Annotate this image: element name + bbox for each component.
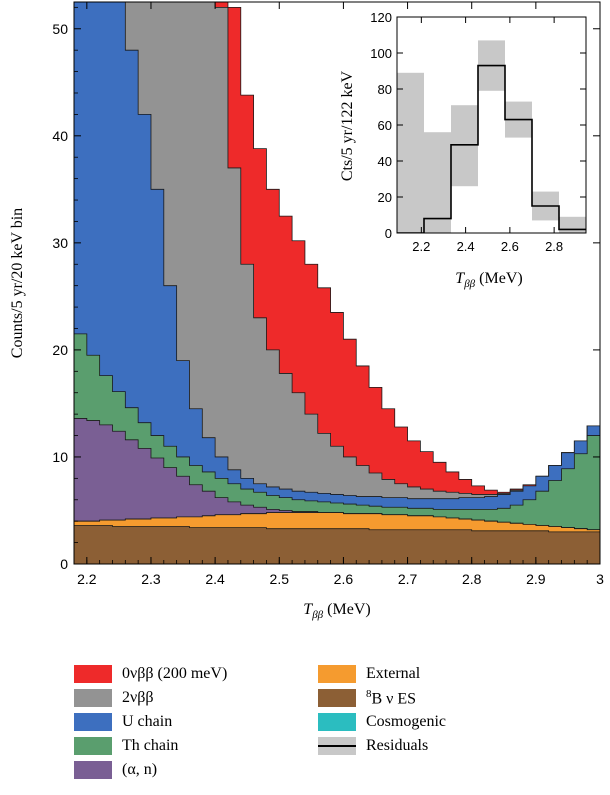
inset-y-axis-title: Cts/5 yr/122 keV xyxy=(339,70,356,181)
inset-chart: 2.2 2.4 2.6 2.8 0 20 40 60 80 100 120 xyxy=(370,10,587,254)
inset-axes: 2.2 2.4 2.6 2.8 0 20 40 60 80 100 120 xyxy=(370,10,586,254)
legend-swatch xyxy=(318,737,356,755)
legend-label: Cosmogenic xyxy=(366,713,446,730)
legend-swatch xyxy=(74,689,112,707)
legend-swatch xyxy=(318,689,356,707)
y-tick-label: 50 xyxy=(52,21,68,37)
main-plot-series xyxy=(74,2,600,564)
residual-band xyxy=(397,72,424,233)
legend-label: U chain xyxy=(122,713,173,730)
legend-swatch xyxy=(318,665,356,683)
legend-item: Residuals xyxy=(318,735,428,757)
x-tick-label: 2.8 xyxy=(462,571,482,587)
inset-y-tick-label: 60 xyxy=(378,118,392,133)
inset-x-axis-title: Tββ (MeV) xyxy=(455,270,522,290)
legend-item: U chain xyxy=(74,711,172,733)
inset-x-tick-label: 2.2 xyxy=(412,239,430,254)
inset-y-tick-label: 0 xyxy=(385,226,392,241)
legend-label: (α, n) xyxy=(122,761,158,778)
legend-label: Th chain xyxy=(122,737,179,754)
x-tick-label: 2.9 xyxy=(526,571,546,587)
x-tick-label: 2.7 xyxy=(398,571,418,587)
legend-swatch xyxy=(318,713,356,731)
legend-item: 0νββ (200 meV) xyxy=(74,663,227,685)
inset-y-tick-label: 100 xyxy=(370,46,392,61)
inset-x-tick-label: 2.4 xyxy=(457,239,475,254)
x-tick-label: 2.6 xyxy=(334,571,354,587)
inset-x-tick-label: 2.6 xyxy=(501,239,519,254)
legend-swatch xyxy=(74,737,112,755)
residual-band xyxy=(559,216,586,233)
legend-item: Cosmogenic xyxy=(318,711,446,733)
legend-label: 8B ν ES xyxy=(366,687,417,708)
legend-label: 0νββ (200 meV) xyxy=(122,665,228,682)
residual-line xyxy=(397,64,586,233)
legend-label: 2νββ xyxy=(122,689,154,706)
main-x-axis-title: Tββ (MeV) xyxy=(303,601,370,621)
legend-item: 2νββ xyxy=(74,687,154,709)
residual-band xyxy=(451,105,478,187)
x-tick-label: 2.2 xyxy=(77,571,97,587)
y-tick-label: 10 xyxy=(52,449,68,465)
inset-y-tick-label: 80 xyxy=(378,82,392,97)
inset-y-tick-label: 120 xyxy=(370,10,392,25)
x-tick-label: 3 xyxy=(596,571,604,587)
legend-swatch xyxy=(74,761,112,779)
inset-series xyxy=(397,40,586,233)
x-tick-label: 2.3 xyxy=(141,571,161,587)
y-tick-label: 40 xyxy=(52,128,68,144)
legend-label: Residuals xyxy=(366,737,429,754)
y-tick-label: 20 xyxy=(52,342,68,358)
y-tick-label: 30 xyxy=(52,235,68,251)
inset-x-tick-label: 2.8 xyxy=(545,239,563,254)
x-tick-label: 2.5 xyxy=(270,571,290,587)
residual-band xyxy=(424,132,451,233)
main-plot-frame xyxy=(73,1,601,565)
legend-swatch xyxy=(74,665,112,683)
legend-label: External xyxy=(366,665,421,682)
inset-y-tick-label: 40 xyxy=(378,154,392,169)
legend-item: External xyxy=(318,663,420,685)
main-y-axis-title: Counts/5 yr/20 keV bin xyxy=(9,208,26,358)
inset-y-tick-label: 20 xyxy=(378,190,392,205)
x-tick-label: 2.4 xyxy=(205,571,225,587)
legend-item: (α, n) xyxy=(74,759,157,781)
series-8b-es xyxy=(74,525,600,564)
legend-swatch xyxy=(74,713,112,731)
legend: 0νββ (200 meV) 2νββ U chain Th chain (α, n) E… xyxy=(74,663,594,783)
legend-item: 8B ν ES xyxy=(318,687,416,709)
legend-item: Th chain xyxy=(74,735,178,757)
y-tick-label: 0 xyxy=(60,556,68,572)
